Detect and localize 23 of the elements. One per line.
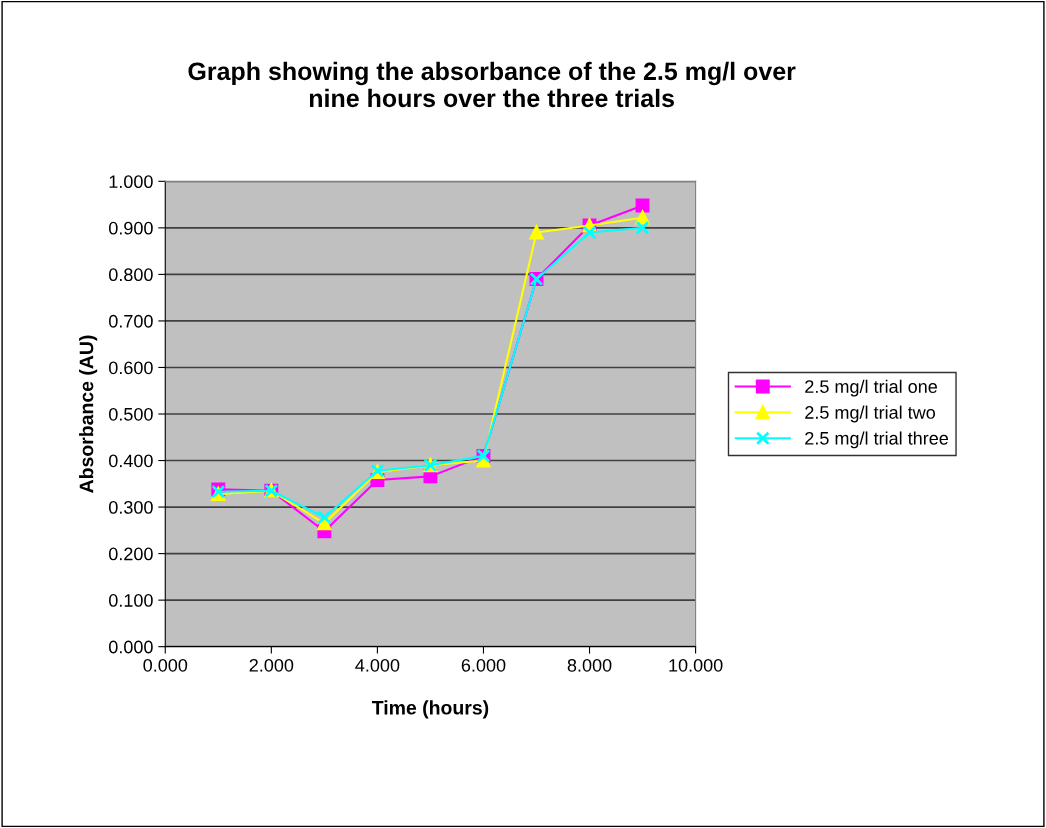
y-tick-label: 0.900 (108, 221, 153, 235)
x-axis-title: Time (hours) (371, 700, 489, 719)
y-tick-label: 0.600 (108, 361, 153, 375)
x-tick-label: 8.000 (567, 658, 612, 672)
x-tick-label: 10.000 (669, 658, 723, 672)
y-tick-label: 0.100 (108, 594, 153, 607)
x-tick-label: 4.000 (355, 658, 400, 672)
y-tick-label: 0.700 (108, 314, 153, 328)
x-tick-label: 0.000 (143, 658, 188, 672)
legend-label: 2.5 mg/l trial two (805, 405, 936, 423)
y-tick-label: 0.000 (108, 640, 153, 654)
x-tick-label: 6.000 (461, 658, 506, 672)
y-tick-label: 0.200 (108, 547, 153, 561)
chart-title: Graph showing the absorbance of the 2.5 mg/l over nine hours over the three trials (188, 61, 796, 108)
y-tick-label: 0.400 (108, 454, 153, 468)
y-tick-label: 0.800 (108, 268, 153, 282)
y-tick-label: 0.300 (108, 501, 153, 514)
legend-label: 2.5 mg/l trial one (805, 379, 937, 397)
legend-label: 2.5 mg/l trial three (805, 431, 949, 449)
x-tick-label: 2.000 (249, 658, 294, 672)
y-tick-label: 0.500 (108, 407, 153, 421)
y-axis-title: Absorbance (AU) (79, 335, 98, 493)
y-tick-label: 1.000 (109, 175, 153, 189)
